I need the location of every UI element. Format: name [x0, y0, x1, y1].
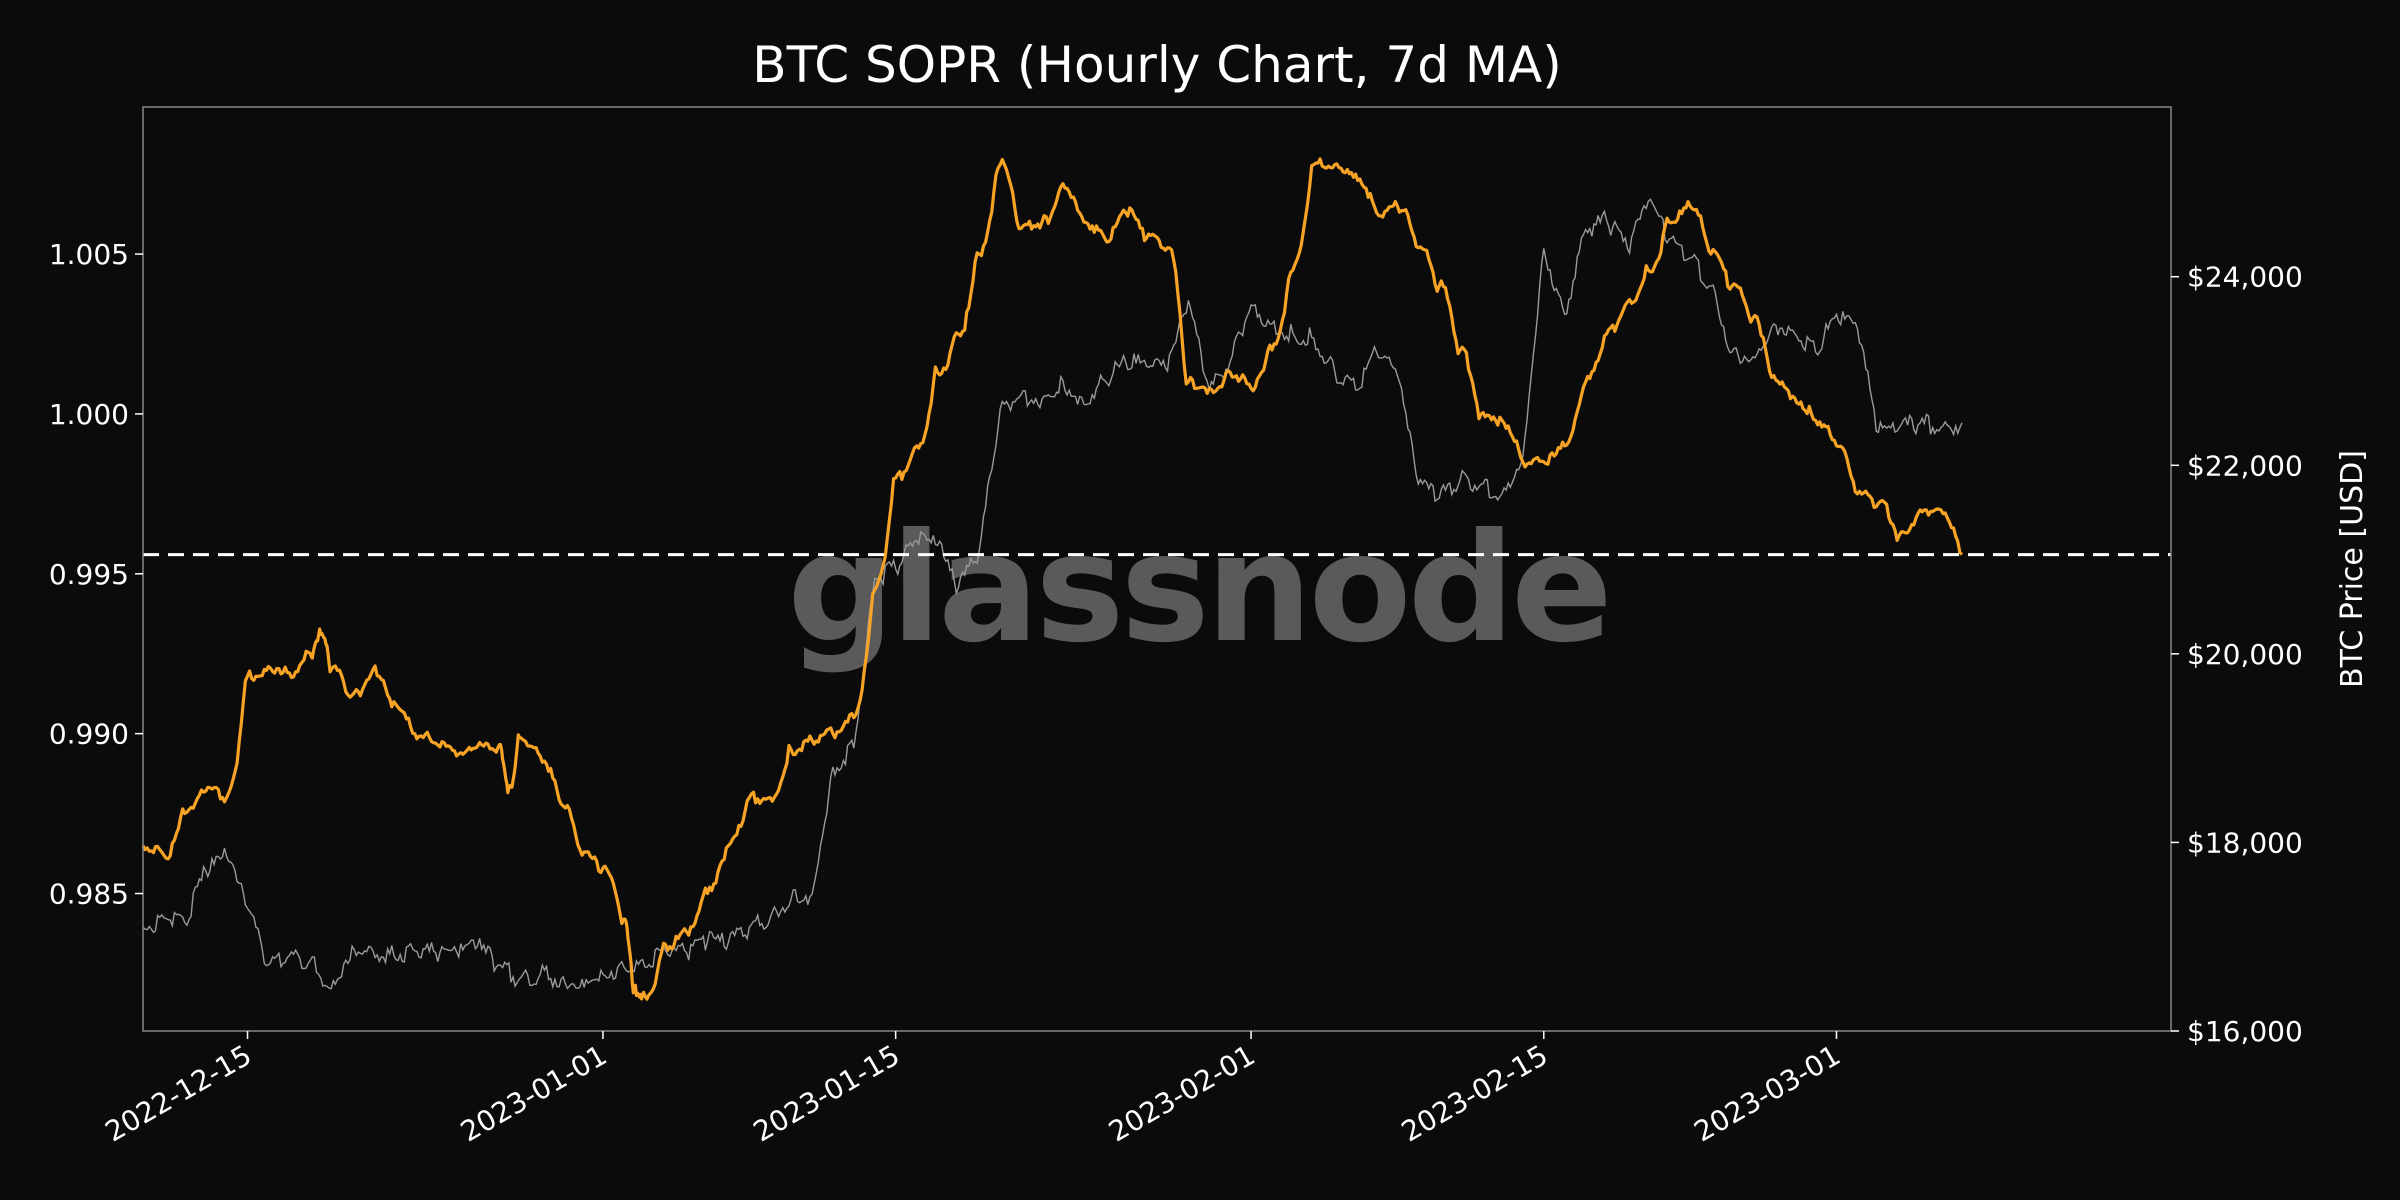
right-tick-label: $22,000: [2187, 449, 2303, 482]
right-axis-label: BTC Price [USD]: [2335, 450, 2370, 688]
right-tick-label: $16,000: [2187, 1015, 2303, 1048]
chart-watermark: glassnode: [787, 502, 1609, 676]
left-tick-label: 0.985: [49, 878, 129, 911]
sopr-series: [141, 157, 1964, 1001]
right-tick-label: $24,000: [2187, 261, 2303, 294]
btc-price-series: [142, 198, 1963, 990]
chart-title: BTC SOPR (Hourly Chart, 7d MA): [752, 36, 1561, 94]
left-tick-label: 0.990: [49, 718, 129, 751]
sopr-line: [141, 157, 1964, 1001]
right-tick-label: $18,000: [2187, 826, 2303, 859]
right-tick-label: $20,000: [2187, 638, 2303, 671]
left-tick-label: 1.005: [49, 238, 129, 271]
plot-area-frame: [142, 106, 2172, 1032]
left-axis-ticks: 0.985 0.990 0.995 1.000 1.005: [49, 238, 143, 911]
left-tick-label: 0.995: [49, 558, 129, 591]
btc-price-line: [142, 198, 1963, 990]
right-axis-ticks: $16,000 $18,000 $20,000 $22,000 $24,000: [2171, 261, 2303, 1048]
left-tick-label: 1.000: [49, 398, 129, 431]
